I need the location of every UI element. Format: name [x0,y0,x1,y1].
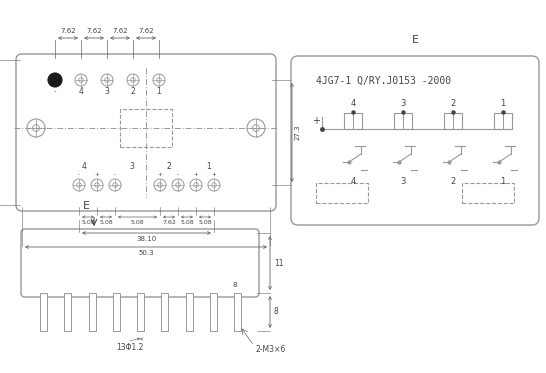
Text: 7.62: 7.62 [162,220,176,225]
Text: 7.62: 7.62 [60,28,76,34]
Text: 2-M3×6: 2-M3×6 [255,345,285,354]
Text: 3: 3 [105,87,109,95]
Text: +: + [194,172,198,177]
Text: 2: 2 [167,162,171,171]
Bar [137,293,144,331]
Text: 3: 3 [129,162,134,171]
Bar [40,293,47,331]
Text: E: E [412,35,418,45]
Text: -: - [177,172,179,177]
Text: 13Φ1.2: 13Φ1.2 [116,343,144,352]
Text: -: - [78,172,80,177]
Text: 50.3: 50.3 [138,250,154,256]
Text: 4JG7-1 Q/RY.J0153 -2000: 4JG7-1 Q/RY.J0153 -2000 [316,76,451,86]
Text: 8: 8 [274,307,279,317]
Text: +: + [212,172,216,177]
Text: 2: 2 [450,178,455,186]
Bar [444,113,462,129]
Bar [64,293,71,331]
Text: 3: 3 [400,99,406,108]
Bar [394,113,412,129]
Text: 5.08: 5.08 [180,220,194,225]
Text: 5.08: 5.08 [99,220,113,225]
Text: 4: 4 [351,99,355,108]
Text: 5.08: 5.08 [198,220,212,225]
FancyBboxPatch shape [291,56,539,225]
Text: -: - [54,88,56,94]
Bar [186,293,193,331]
Text: 5.08: 5.08 [130,220,144,225]
Text: 7.62: 7.62 [86,28,102,34]
Text: E: E [82,201,90,211]
Text: 4: 4 [351,178,355,186]
Text: 5.08: 5.08 [81,220,95,225]
Text: 27.3: 27.3 [295,125,301,140]
Bar [344,113,362,129]
Bar [88,293,96,331]
Text: 1: 1 [206,162,211,171]
Text: 1: 1 [500,178,506,186]
Bar [113,293,120,331]
Circle shape [48,73,62,87]
Text: 38.10: 38.10 [136,236,157,242]
Text: 7.62: 7.62 [138,28,154,34]
Bar [234,293,241,331]
FancyBboxPatch shape [16,54,276,211]
Bar [210,293,217,331]
Text: 1: 1 [157,87,162,95]
FancyBboxPatch shape [21,229,259,297]
Text: +: + [94,172,99,177]
Text: +: + [312,116,320,126]
Text: +: + [158,172,162,177]
Text: 4: 4 [79,87,84,95]
Text: 8: 8 [233,282,238,288]
Text: 3: 3 [400,178,406,186]
Text: 2: 2 [450,99,455,108]
Text: 11: 11 [274,258,283,267]
Bar [161,293,168,331]
Text: 4: 4 [81,162,86,171]
Bar [316,183,368,203]
Text: 2: 2 [130,87,135,95]
Text: 7.62: 7.62 [112,28,128,34]
Bar [462,183,514,203]
Text: 1: 1 [500,99,506,108]
Bar [120,109,172,147]
Bar [494,113,512,129]
Text: -: - [114,172,116,177]
